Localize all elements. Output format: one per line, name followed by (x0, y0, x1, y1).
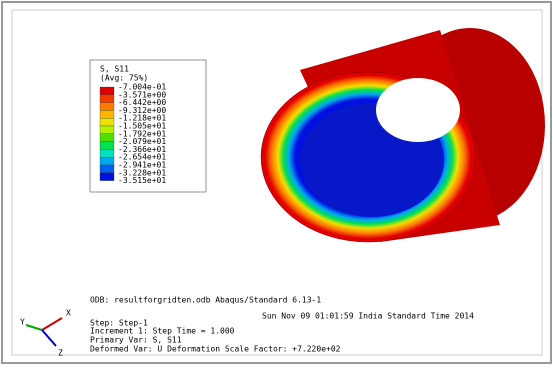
legend-title: S, S11 (100, 65, 129, 74)
viewport: S, S11 (Avg: 75%) -7.004e-01-3.571e+00-6… (0, 0, 553, 365)
legend-band (100, 126, 114, 134)
legend-band (100, 118, 114, 126)
legend-band (100, 173, 114, 181)
info-increment: Increment 1: Step Time = 1.000 (90, 327, 235, 336)
legend-band (100, 103, 114, 111)
legend-band (100, 95, 114, 103)
triad-z-label: Z (58, 349, 63, 358)
legend: S, S11 (Avg: 75%) -7.004e-01-3.571e+00-6… (90, 60, 206, 192)
legend-band (100, 157, 114, 165)
info-date: Sun Nov 09 01:01:59 India Standard Time … (262, 312, 474, 321)
info-odb: ODB: resultforgridten.odb Abaqus/Standar… (90, 296, 321, 305)
triad-x-label: X (66, 309, 71, 318)
legend-band (100, 87, 114, 95)
legend-band (100, 142, 114, 150)
legend-band (100, 165, 114, 173)
legend-subtitle: (Avg: 75%) (100, 74, 148, 83)
legend-band (100, 134, 114, 142)
info-primary: Primary Var: S, S11 (90, 336, 182, 345)
legend-band (100, 110, 114, 118)
page: S, S11 (Avg: 75%) -7.004e-01-3.571e+00-6… (0, 0, 553, 365)
triad-y-label: Y (20, 318, 25, 327)
tube-opening (376, 78, 460, 142)
legend-label: -3.515e+01 (118, 176, 166, 185)
info-deformed: Deformed Var: U Deformation Scale Factor… (90, 345, 341, 354)
legend-band (100, 149, 114, 157)
